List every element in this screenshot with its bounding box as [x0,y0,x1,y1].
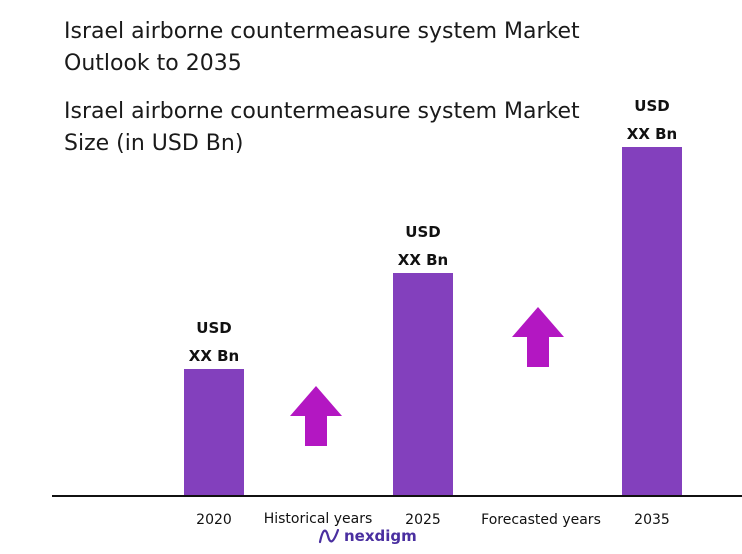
value-label-2025-line-2: XX Bn [398,251,448,269]
nexdigm-logo: nexdigm [318,526,417,546]
value-label-2025-line-1: USD [405,223,440,241]
annotation-historical-years: Historical years [264,511,373,527]
value-label-2035-line-1: USD [634,97,669,115]
growth-arrow-icon [512,307,564,367]
tick-label-2035: 2035 [634,512,670,528]
value-label-2035-line-2: XX Bn [627,125,677,143]
bar-2025 [393,273,453,495]
tick-label-2025: 2025 [405,512,441,528]
value-label-2020-line-1: USD [196,319,231,337]
chart-title: Israel airborne countermeasure system Ma… [64,19,580,76]
annotation-forecasted-years: Forecasted years [481,512,601,528]
tick-label-2020: 2020 [196,512,232,528]
bar-2020 [184,369,244,495]
bars-group [184,147,682,495]
bar-2035 [622,147,682,495]
value-label-2020-line-2: XX Bn [189,347,239,365]
value-labels-group: USD XX Bn USD XX Bn USD XX Bn [189,97,677,365]
nexdigm-wave-icon [318,528,340,544]
tick-labels-group: 2020 2025 2035 [196,512,670,528]
logo-text: nexdigm [344,527,417,545]
chart-subtitle: Israel airborne countermeasure system Ma… [64,99,580,156]
growth-arrow-icon [290,386,342,446]
